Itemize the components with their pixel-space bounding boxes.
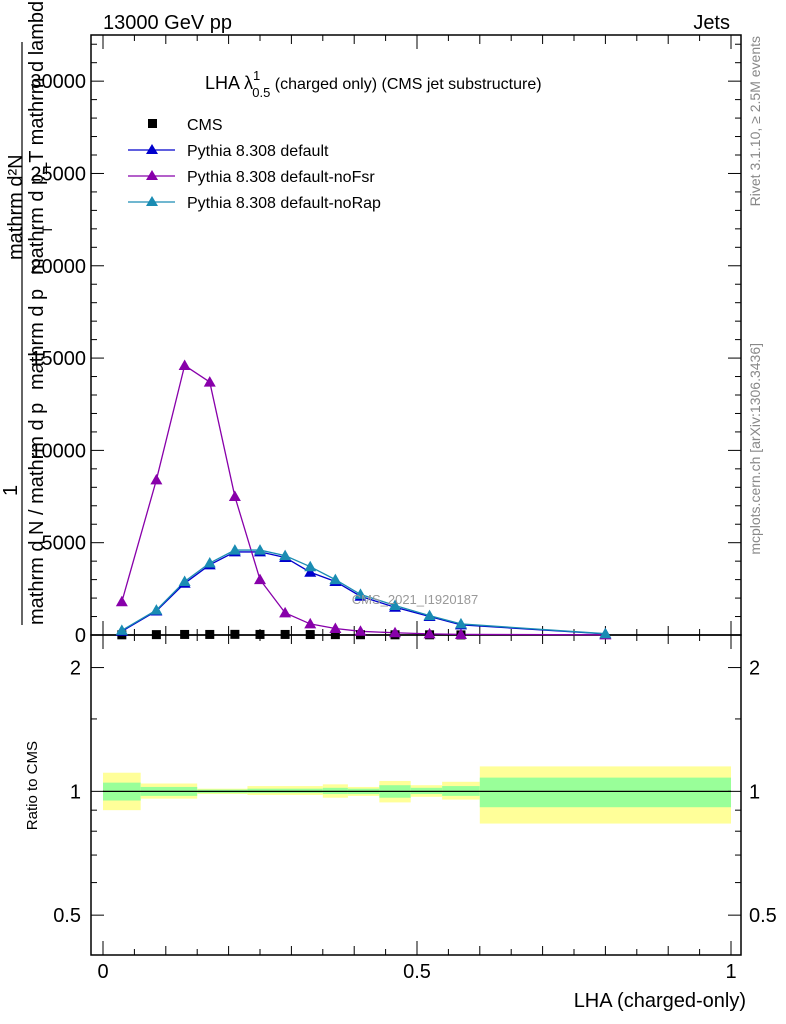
y-tick-label: 20000 (30, 256, 86, 278)
ratio-y-tick-label: 1 (70, 781, 81, 803)
header-jets-label: Jets (693, 12, 730, 34)
x-tick-label: 0.5 (403, 961, 431, 983)
x-axis-label: LHA (charged-only) (574, 990, 746, 1012)
marker-pythia-8-308-default-nofsr (115, 595, 128, 607)
marker-pythia-8-308-default-norap (150, 604, 163, 615)
x-tick-label: 1 (725, 961, 736, 983)
y-label-sub-t: T (39, 225, 55, 234)
legend: CMS Pythia 8.308 default Pythia 8.308 de… (128, 117, 381, 212)
cms-data-point (180, 629, 190, 639)
marker-pythia-8-308-default-norap (279, 549, 292, 561)
marker-pythia-8-308-default-norap (354, 588, 367, 599)
cms-data-point (305, 630, 315, 640)
marker-pythia-8-308-default-nofsr (254, 573, 266, 585)
legend-norap-label: Pythia 8.308 default-noRap (187, 195, 381, 212)
legend-default-marker (146, 144, 158, 154)
chart-title-sup: 1 (253, 68, 260, 83)
legend-cms-marker (148, 119, 157, 128)
marker-pythia-8-308-default-nofsr (423, 627, 436, 639)
cms-data-point (205, 629, 215, 639)
ratio-y-tick-label-right: 2 (749, 658, 760, 680)
marker-pythia-8-308-default-nofsr (389, 626, 402, 638)
marker-pythia-8-308-default-nofsr (178, 359, 191, 370)
marker-pythia-8-308-default-nofsr (150, 473, 163, 485)
marker-pythia-8-308-default-nofsr (454, 628, 467, 639)
ratio-panel-frame (90, 634, 742, 956)
y-axis-label: 1 mathrm d N / mathrm d p mathrm d p mat… (0, 0, 55, 625)
marker-pythia-8-308-default-nofsr (228, 490, 241, 502)
rivet-version-label: Rivet 3.1.10, ≥ 2.5M events (747, 36, 763, 206)
cms-data-point (330, 630, 340, 640)
y-label-denominator: mathrm d N / mathrm d p (26, 403, 48, 625)
ratio-inner-band (479, 777, 731, 808)
header-energy-label: 13000 GeV pp (103, 12, 232, 34)
cms-data-point (255, 629, 265, 639)
cms-data-point (151, 630, 161, 640)
marker-pythia-8-308-default-norap (423, 609, 436, 621)
y-tick-label: 0 (75, 625, 86, 647)
marker-pythia-8-308-default-nofsr (354, 625, 367, 636)
y-tick-label: 5000 (42, 533, 87, 555)
legend-default-label: Pythia 8.308 default (187, 143, 329, 160)
analysis-watermark: CMS_2021_I1920187 (352, 592, 479, 607)
y-label-top-numerator: mathrm d²N (5, 154, 27, 260)
series-line-pythia-8-308-default-norap (121, 549, 606, 635)
cms-data-point (230, 629, 240, 639)
y-label-top-denominator: mathrm d p_T mathrm d lambda (26, 0, 48, 275)
legend-cms-label: CMS (187, 117, 223, 134)
legend-nofsr-label: Pythia 8.308 default-noFsr (187, 169, 375, 186)
marker-pythia-8-308-default-norap (454, 617, 467, 629)
chart-title-sub: 0.5 (252, 85, 270, 100)
marker-pythia-8-308-default-norap (228, 544, 241, 555)
cms-data-point (280, 629, 290, 639)
y-label-dp: mathrm d p (26, 289, 48, 390)
marker-pythia-8-308-default (304, 566, 317, 577)
legend-nofsr-marker (146, 170, 158, 180)
marker-pythia-8-308-default-norap (599, 627, 612, 639)
legend-norap-marker (146, 196, 158, 206)
marker-pythia-8-308-default-nofsr (329, 622, 342, 634)
mcplots-label: mcplots.cern.ch [arXiv:1306.3436] (747, 343, 763, 555)
marker-pythia-8-308-default-nofsr (203, 376, 216, 387)
y-tick-label: 30000 (30, 71, 86, 93)
ratio-bands (103, 766, 731, 824)
ratio-y-tick-label-right: 0.5 (749, 905, 777, 927)
marker-pythia-8-308-default-norap (254, 544, 266, 555)
marker-pythia-8-308-default-norap (329, 573, 342, 585)
marker-pythia-8-308-default-norap (115, 624, 128, 635)
marker-pythia-8-308-default-norap (178, 575, 191, 586)
series-line-pythia-8-308-default (121, 551, 606, 635)
y-tick-label: 10000 (30, 440, 86, 462)
chart-title-rest: (charged only) (CMS jet substructure) (270, 76, 541, 93)
marker-pythia-8-308-default-norap (389, 599, 402, 610)
axis-ticks: 0 5000 10000 15000 20000 25000 30000 0 0.5 1 0.5 0.… (30, 35, 777, 983)
marker-pythia-8-308-default-nofsr (279, 606, 292, 618)
marker-pythia-8-308-default-nofsr (304, 617, 317, 629)
y-tick-label: 25000 (30, 163, 86, 185)
chart-title: LHA λ1 0.5 (charged only) (CMS jet substr… (205, 68, 542, 100)
y-tick-label: 15000 (30, 348, 86, 370)
ratio-y-tick-label: 2 (70, 658, 81, 680)
series-markers (115, 359, 612, 640)
x-tick-label: 0 (97, 961, 108, 983)
ratio-y-tick-label-right: 1 (749, 781, 760, 803)
chart-title-main: LHA λ (205, 73, 253, 93)
ratio-y-tick-label: 0.5 (53, 905, 81, 927)
marker-pythia-8-308-default-norap (304, 560, 317, 572)
y-label-numerator: 1 (0, 485, 22, 496)
ratio-y-label: Ratio to CMS (24, 741, 41, 830)
marker-pythia-8-308-default-norap (203, 557, 216, 568)
